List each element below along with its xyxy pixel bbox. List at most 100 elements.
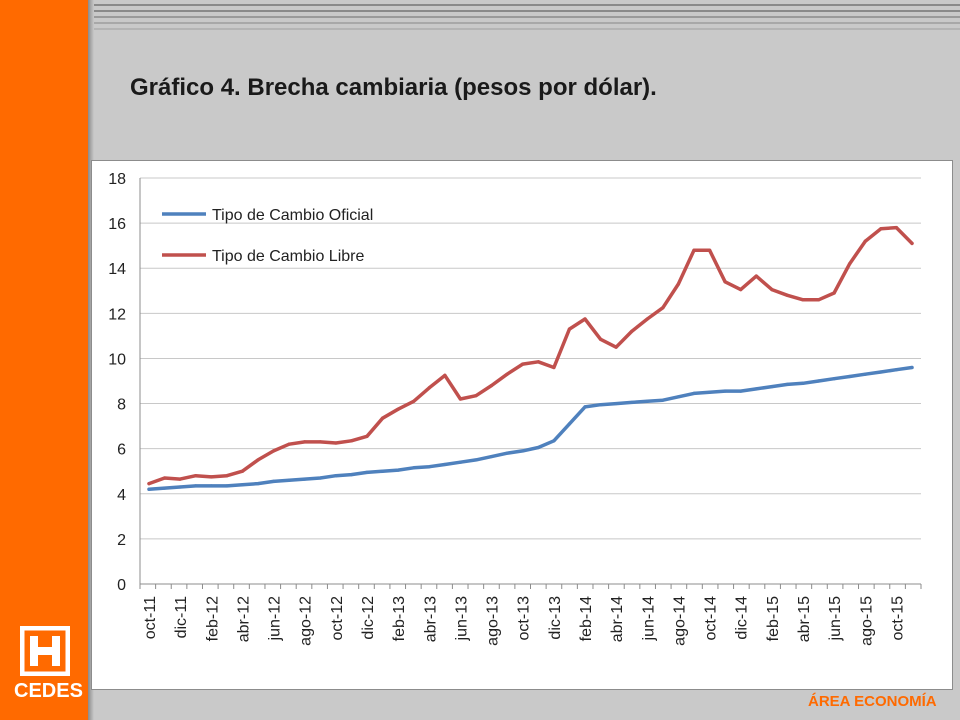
cedes-logo: CEDES	[14, 622, 83, 712]
legend-label-1: Tipo de Cambio Oficial	[212, 207, 373, 224]
data-point-s2	[380, 416, 385, 420]
x-tick-label: dic-11	[173, 596, 190, 638]
data-point-s1	[240, 483, 245, 487]
data-point-s2	[365, 434, 369, 438]
data-point-s2	[707, 248, 712, 252]
data-point-s2	[318, 440, 322, 444]
data-point-s1	[910, 365, 914, 370]
x-tick-label: oct-14	[703, 596, 720, 641]
y-tick-label: 8	[117, 397, 126, 414]
data-point-s1	[287, 478, 291, 482]
data-point-s2	[303, 440, 307, 444]
x-tick-label: oct-12	[329, 596, 346, 641]
data-point-s1	[707, 390, 712, 394]
data-point-s1	[349, 473, 354, 477]
x-tick-label: abr-14	[609, 596, 626, 642]
data-point-s1	[194, 484, 198, 488]
area-label: ÁREA ECONOMÍA	[808, 693, 937, 710]
data-point-s2	[567, 327, 572, 331]
data-point-s1	[567, 422, 572, 426]
data-point-s1	[785, 382, 790, 386]
data-point-s1	[832, 377, 836, 381]
data-point-s2	[209, 475, 213, 479]
chart-frame: 0 2 4 6 8 10 12 14 16 18 oct-11 dic-11 feb-12 abr-12 j…	[91, 160, 953, 690]
data-point-s1	[770, 385, 774, 389]
data-point-s2	[739, 288, 743, 292]
data-point-s2	[349, 439, 354, 443]
data-point-s2	[552, 365, 556, 370]
y-tick-label: 14	[108, 261, 126, 278]
x-tick-label: jun-12	[267, 596, 284, 642]
y-tick-label: 18	[108, 171, 126, 188]
data-point-s2	[147, 482, 151, 486]
data-point-s2	[194, 474, 198, 478]
data-point-s2	[427, 386, 431, 390]
y-tick-label: 16	[108, 216, 126, 233]
data-point-s2	[287, 442, 291, 446]
data-point-s2	[489, 383, 494, 388]
data-point-s2	[505, 372, 509, 376]
data-point-s1	[583, 405, 587, 409]
data-point-s1	[380, 469, 385, 473]
data-point-s2	[458, 397, 463, 401]
data-point-s2	[723, 280, 727, 284]
data-point-s1	[739, 389, 743, 393]
x-tick-label: abr-12	[235, 596, 252, 642]
data-point-s1	[396, 468, 400, 472]
data-point-s2	[162, 476, 167, 480]
data-point-s2	[396, 407, 400, 411]
header-stripes	[94, 4, 960, 30]
y-tick-label: 0	[117, 577, 126, 594]
data-point-s2	[785, 293, 790, 297]
x-tick-label: feb-15	[765, 596, 782, 641]
data-point-s1	[692, 391, 696, 396]
data-point-s1	[801, 381, 805, 385]
y-tick-label: 6	[117, 442, 126, 459]
x-tick-label: jun-13	[453, 596, 470, 642]
data-point-s2	[256, 458, 260, 462]
x-tick-label: abr-13	[422, 596, 439, 642]
x-tick-label: oct-13	[516, 596, 533, 641]
data-point-s2	[614, 345, 618, 349]
data-point-s1	[863, 372, 867, 376]
data-point-s1	[178, 485, 182, 489]
data-point-s2	[661, 306, 665, 310]
data-point-s1	[162, 486, 167, 490]
data-point-s1	[303, 477, 307, 481]
data-point-s1	[598, 403, 603, 407]
x-tick-label: feb-13	[391, 596, 408, 641]
data-point-s2	[536, 360, 540, 364]
logo-text: CEDES	[14, 680, 83, 702]
x-tick-label: ago-14	[671, 596, 688, 646]
data-point-s2	[801, 298, 805, 302]
data-point-s2	[443, 373, 447, 377]
x-tick-label: dic-12	[360, 596, 377, 640]
data-point-s2	[676, 282, 681, 286]
data-point-s1	[412, 466, 416, 470]
data-point-s1	[879, 370, 883, 374]
data-point-s1	[614, 401, 618, 406]
data-point-s1	[318, 476, 322, 480]
data-point-s1	[443, 462, 447, 467]
legend-label-2: Tipo de Cambio Libre	[212, 248, 364, 265]
x-tick-label: dic-14	[734, 596, 751, 640]
data-point-s1	[271, 479, 276, 483]
data-point-s2	[848, 262, 852, 266]
sidebar-accent-bar	[0, 0, 88, 720]
data-point-s1	[489, 454, 494, 459]
data-point-s2	[894, 226, 899, 230]
data-point-s2	[770, 288, 774, 292]
data-point-s1	[661, 398, 665, 402]
data-point-s1	[427, 465, 431, 469]
series-line-2	[147, 225, 914, 486]
data-point-s2	[754, 274, 758, 278]
data-point-s2	[583, 317, 587, 321]
data-point-s1	[365, 470, 369, 474]
data-point-s1	[536, 445, 540, 450]
x-tick-label: dic-13	[547, 596, 564, 640]
y-tick-label: 10	[108, 351, 126, 368]
data-point-s2	[521, 362, 525, 366]
data-point-s1	[676, 395, 681, 399]
data-point-s1	[147, 487, 151, 491]
data-point-s1	[474, 458, 478, 462]
